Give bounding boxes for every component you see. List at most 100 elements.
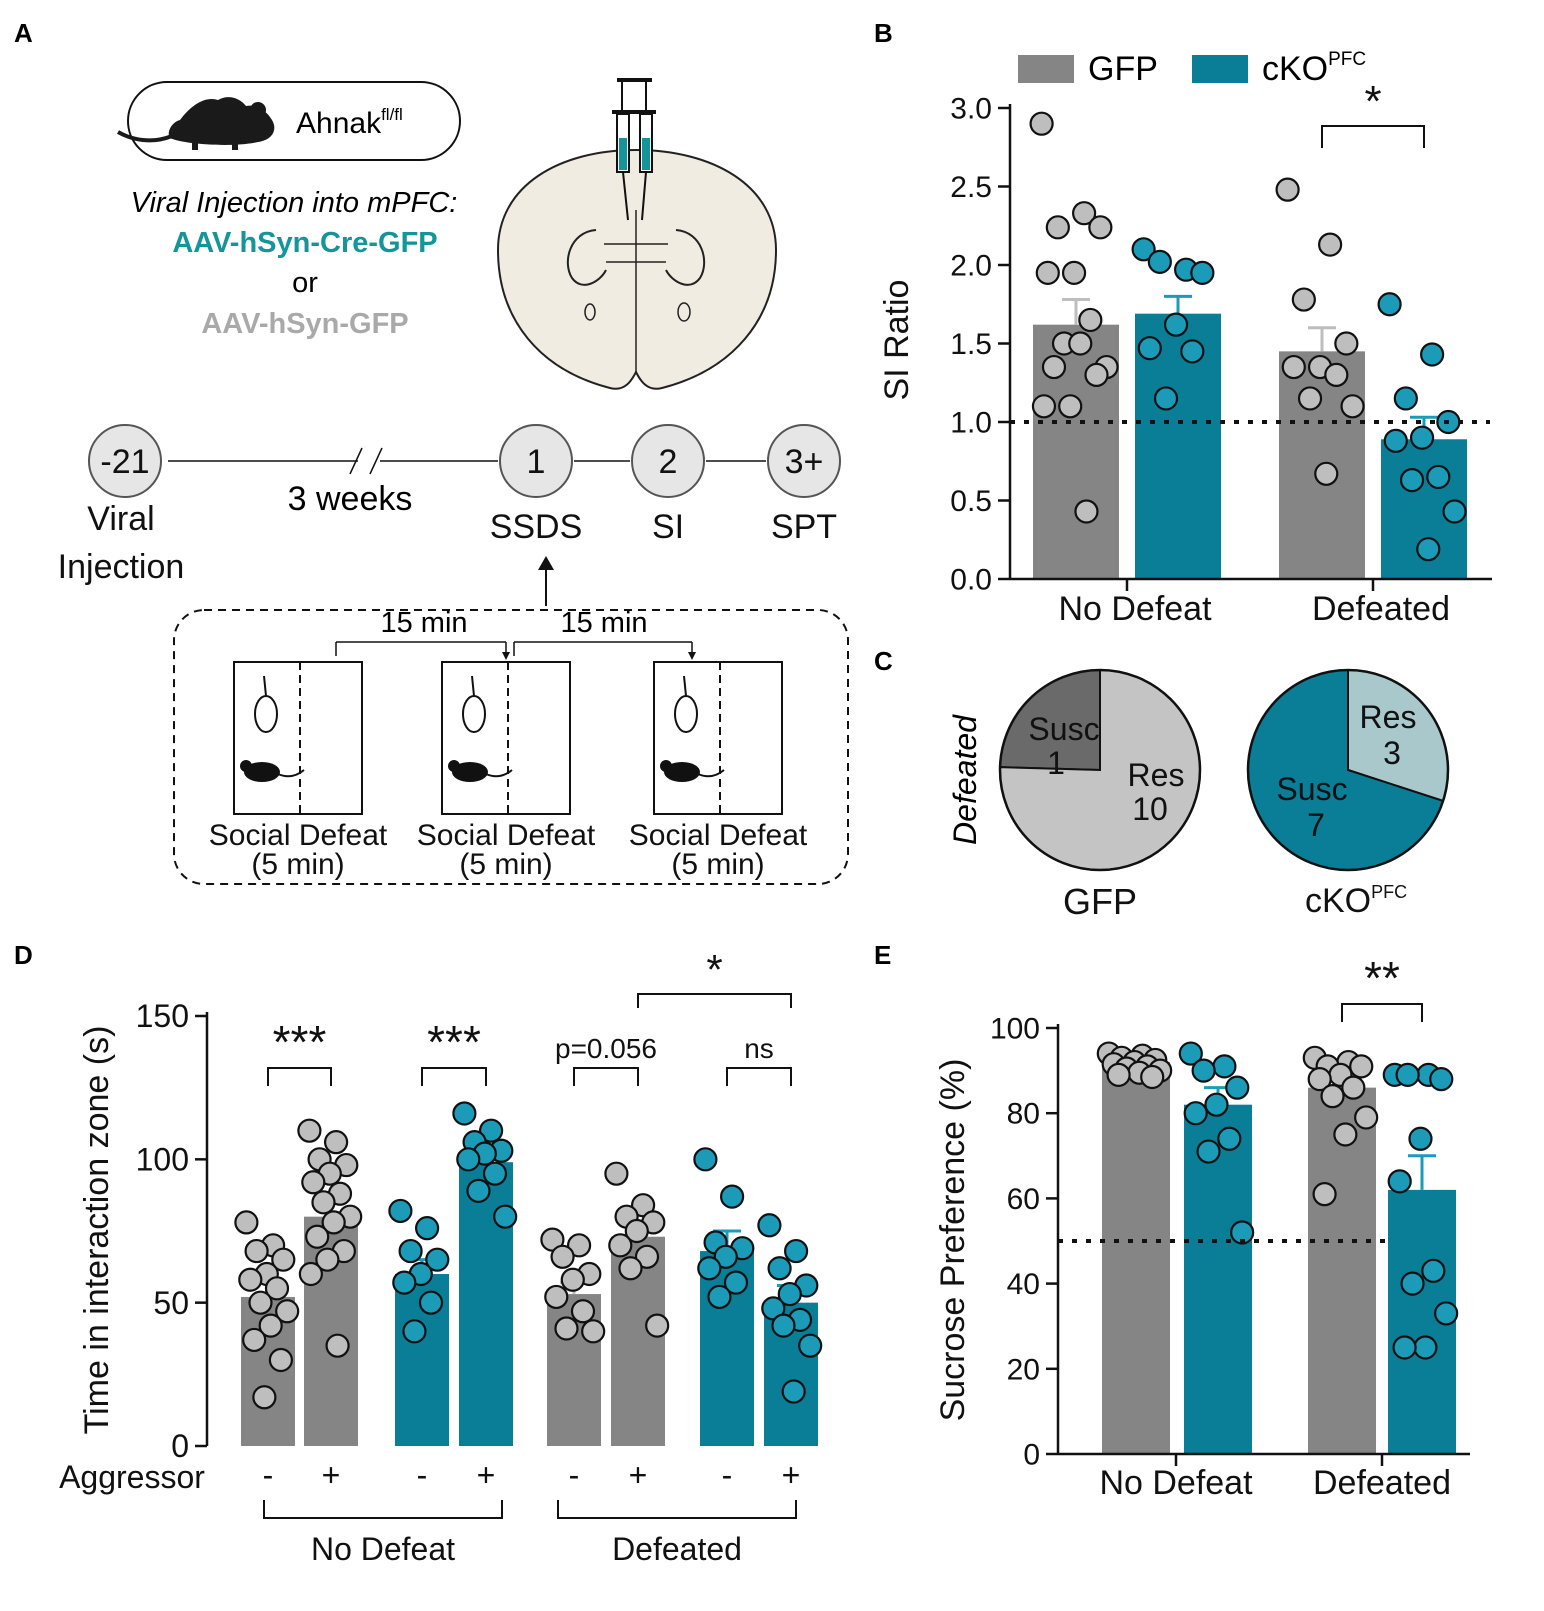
data-point [1349,1054,1374,1079]
slice-label: Susc [1276,771,1347,807]
data-point [693,1147,718,1172]
panel-d: D 0 50 100 150 Time in interaction zone (s) A… [14,940,823,1567]
data-point [264,1276,290,1301]
timeline-label: Viral [87,500,154,538]
data-point [1416,537,1441,562]
x-tick-label: No Defeat [1099,1464,1253,1502]
timeline-label: Injection [58,548,185,586]
data-point [566,1233,592,1258]
session-duration: (5 min) [671,848,764,881]
legend: GFP cKOPFC [1018,49,1366,88]
data-point [581,1319,606,1344]
y-tick-label: 40 [1007,1268,1040,1301]
data-point [398,1238,423,1264]
data-point [771,1313,796,1338]
significance-bracket [1321,125,1425,148]
aggressor-sign: + [782,1457,801,1493]
significance-label: * [706,946,722,993]
data-point [707,1284,732,1310]
data-point [301,1170,326,1195]
panel-a-label: A [14,18,33,48]
mouse-tail [683,675,687,697]
data-point [1281,354,1306,380]
data-point [1178,1041,1203,1066]
data-point [244,1238,269,1264]
data-point [560,1267,585,1292]
timeline-node [88,424,162,498]
aggressor-sign: - [569,1457,580,1493]
data-point [570,1299,596,1324]
data-point [456,1147,481,1172]
data-point [1137,336,1162,361]
timeline-day: -21 [100,443,149,481]
significance-bracket [421,1067,487,1086]
data-point [1191,1058,1216,1083]
data-point [1383,428,1408,453]
data-point [325,1333,350,1358]
data-point [1035,260,1060,285]
y-tick-label: 20 [1007,1353,1040,1386]
data-point [418,1290,444,1315]
data-point [1183,1101,1208,1126]
legend-label: GFP [1088,50,1158,88]
data-point [1217,1126,1242,1151]
brain-section-icon [496,148,778,390]
genotype-label: Ahnakfl/fl [296,105,403,140]
interval-brackets [335,641,696,660]
session-duration: (5 min) [251,848,344,881]
slice-label: Susc [1028,711,1099,747]
significance-bracket [1341,1003,1423,1022]
mouse-tail [697,769,725,778]
timeline-day: 2 [659,443,678,481]
gap-label: 3 weeks [288,480,413,518]
mouse-tail [263,675,267,697]
data-point [783,1238,809,1264]
aggressor-label: Aggressor [59,1459,205,1495]
data-point [388,1198,413,1224]
data-point [1408,1126,1433,1151]
data-point [452,1101,477,1126]
timeline-day: 3+ [785,443,824,481]
group-bracket [557,1500,797,1519]
data-point [1333,1122,1358,1147]
y-axis-label: SI Ratio [878,280,916,401]
timeline-node [767,424,841,498]
y-tick-label: 100 [990,1013,1040,1046]
mouse-head [240,760,252,772]
data-point [271,1247,296,1272]
data-point [1413,1335,1438,1360]
slice-value: 10 [1132,791,1168,827]
bar [1102,1062,1170,1454]
data-point [1334,331,1359,356]
aggressor-mouse-icon [244,762,280,782]
data-point [1041,354,1067,380]
arrow-up-icon [538,556,554,606]
mouse-tail [471,675,475,697]
syringe-icon [612,78,656,221]
data-point [1387,1169,1412,1194]
y-tick-label: 0 [171,1428,189,1464]
or-label: or [292,267,318,299]
pie-row-label: Defeated [947,714,983,845]
data-point [482,1161,508,1186]
data-point [713,1244,738,1269]
y-tick-label: 1.0 [950,407,992,440]
data-point [767,1256,792,1281]
timeline-node [631,424,705,498]
x-tick-label: Defeated [1313,1464,1451,1502]
data-point [242,1327,267,1353]
panel-e-label: E [874,940,891,970]
data-point [402,1319,427,1344]
timeline-label: SSDS [490,508,583,546]
pie-outline [1246,668,1450,872]
data-point [1061,260,1087,285]
y-tick-label: 3.0 [950,93,992,126]
data-point [315,1247,340,1272]
significance-bracket [573,1067,639,1086]
panel-b-label: B [874,18,893,48]
data-point [1297,386,1323,411]
data-point [268,1347,293,1373]
injection-title: Viral Injection into mPFC: [131,187,458,219]
data-point [1180,339,1205,364]
data-point [1204,1092,1229,1117]
